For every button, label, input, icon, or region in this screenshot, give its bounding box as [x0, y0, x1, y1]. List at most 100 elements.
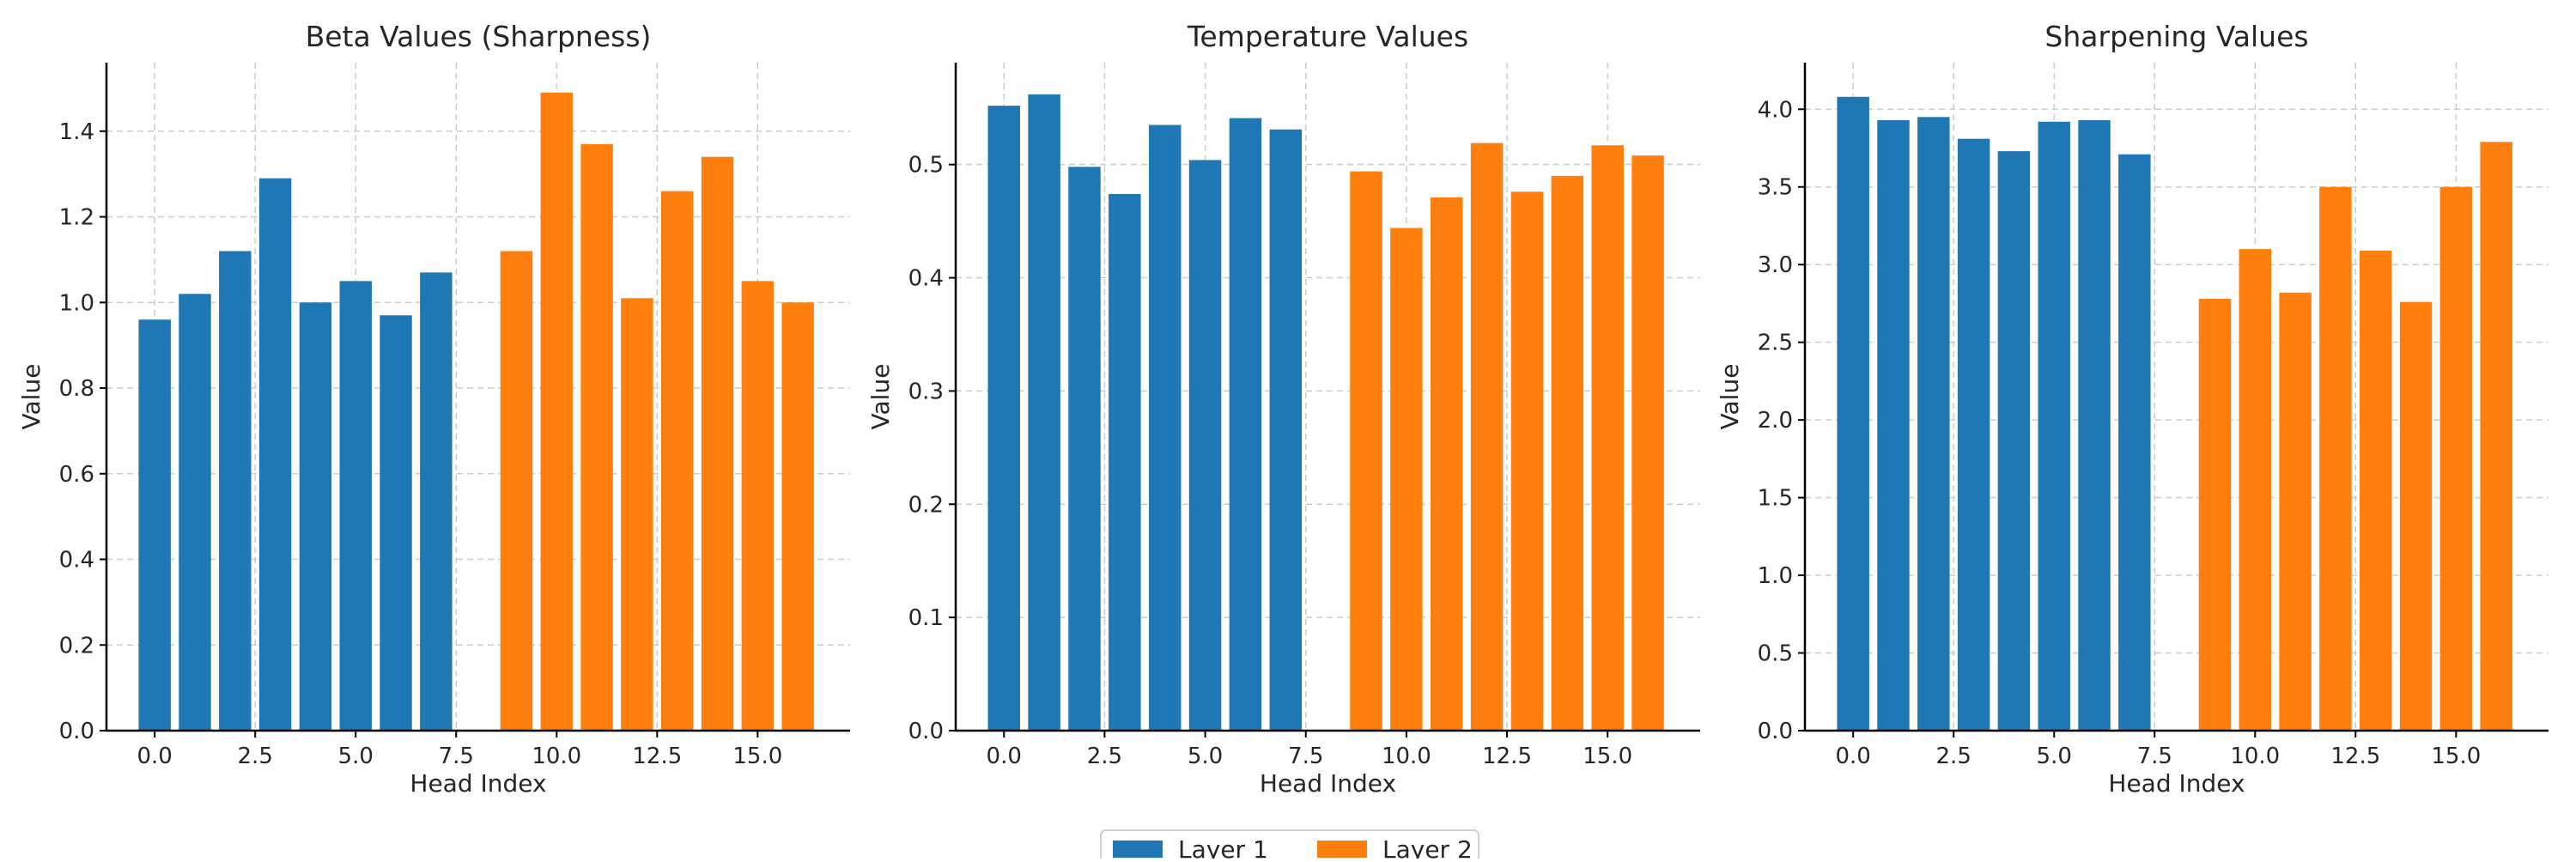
y-tick-label: 3.0 [1758, 252, 1793, 278]
bar-layer-1 [1269, 129, 1303, 731]
bar-layer-1 [1997, 151, 2031, 731]
bar-layer-1 [179, 294, 211, 731]
bar-layer-2 [2399, 301, 2433, 731]
x-tick-label: 10.0 [2230, 744, 2280, 769]
x-tick-label: 7.5 [2137, 744, 2172, 769]
y-tick-label: 4.0 [1758, 97, 1793, 123]
bar-layer-2 [2279, 292, 2312, 731]
bar-layer-1 [258, 178, 292, 731]
x-axis-label: Head Index [410, 769, 546, 798]
y-tick-label: 0.4 [59, 548, 94, 574]
x-tick-label: 7.5 [439, 744, 474, 769]
bar-layer-1 [2078, 119, 2111, 731]
bar-layer-1 [1068, 167, 1101, 731]
bar-layer-1 [380, 315, 412, 731]
y-axis-label: Value [1716, 364, 1744, 430]
bar-layer-2 [540, 92, 574, 731]
bar-layer-2 [1591, 145, 1624, 731]
y-tick-label: 0.0 [1758, 719, 1793, 744]
legend-swatch-layer-2 [1317, 841, 1367, 858]
y-tick-label: 0.5 [908, 153, 944, 179]
y-tick-label: 2.0 [1758, 408, 1793, 434]
y-tick-label: 0.0 [908, 719, 944, 744]
bar-layer-1 [1109, 193, 1141, 731]
bar-layer-1 [987, 106, 1020, 731]
chart-panel-3: 0.0 2.5 5.0 7.5 10.0 12.5 15.0 0.0 0.5 1.0 1.5 2.0 2… [1716, 20, 2549, 798]
bar-layer-1 [1957, 138, 1990, 731]
bar-layer-2 [2198, 299, 2232, 731]
x-tick-label: 2.5 [238, 744, 273, 769]
y-tick-label: 0.2 [908, 492, 944, 518]
y-tick-label: 0.4 [908, 266, 944, 292]
y-tick-label: 0.0 [59, 719, 94, 744]
bar-layer-2 [621, 298, 653, 731]
x-axis-label: Head Index [1260, 769, 1396, 798]
y-tick-label: 3.5 [1758, 175, 1793, 201]
bar-layer-2 [2239, 249, 2272, 731]
x-tick-label: 0.0 [987, 744, 1022, 769]
bar-layer-1 [1028, 94, 1060, 731]
bar-layer-2 [2480, 142, 2512, 731]
bar-layer-2 [1390, 228, 1423, 731]
bar-layer-2 [1631, 155, 1664, 731]
bar-layer-1 [1877, 119, 1910, 731]
x-tick-label: 10.0 [1382, 744, 1431, 769]
y-tick-label: 0.2 [59, 633, 94, 659]
bar-layer-2 [781, 302, 814, 731]
x-axis-label: Head Index [2108, 769, 2245, 798]
y-tick-label: 0.8 [59, 376, 94, 402]
bar-layer-2 [500, 251, 533, 731]
y-tick-label: 1.5 [1758, 486, 1793, 512]
chart-title: Temperature Values [1187, 20, 1468, 53]
y-tick-label: 0.5 [1758, 641, 1793, 667]
legend-label-layer-1: Layer 1 [1178, 835, 1268, 859]
legend: Layer 1 Layer 2 [1100, 829, 1479, 862]
x-tick-label: 15.0 [2431, 744, 2481, 769]
x-tick-label: 0.0 [137, 744, 172, 769]
bar-layer-2 [2359, 250, 2392, 731]
x-tick-label: 10.0 [532, 744, 581, 769]
x-tick-label: 7.5 [1288, 744, 1323, 769]
bar-layer-1 [299, 302, 332, 731]
bar-layer-2 [1470, 143, 1504, 731]
x-tick-label: 5.0 [2037, 744, 2072, 769]
x-tick-label: 5.0 [1188, 744, 1223, 769]
x-tick-label: 15.0 [732, 744, 782, 769]
bar-layer-2 [2319, 186, 2352, 731]
bar-layer-2 [1350, 171, 1382, 731]
bar-layer-2 [580, 143, 613, 731]
y-tick-label: 0.3 [908, 379, 944, 404]
bar-layer-1 [2118, 154, 2151, 731]
y-tick-label: 0.6 [59, 462, 94, 488]
bar-layer-1 [1188, 160, 1222, 731]
x-tick-label: 12.5 [2330, 744, 2380, 769]
bar-layer-1 [1917, 117, 1950, 731]
bar-layer-1 [2038, 121, 2070, 731]
chart-panel-1: 0.0 2.5 5.0 7.5 10.0 12.5 15.0 0.0 0.2 0.4 0.6 0.8 1… [17, 20, 850, 798]
bar-layer-2 [1551, 175, 1584, 731]
bar-layer-1 [339, 281, 372, 731]
bar-layer-1 [1837, 96, 1869, 731]
x-tick-label: 0.0 [1835, 744, 1870, 769]
x-tick-label: 2.5 [1936, 744, 1971, 769]
bar-layer-2 [2439, 186, 2473, 731]
chart-title: Beta Values (Sharpness) [306, 20, 652, 53]
x-tick-label: 2.5 [1087, 744, 1122, 769]
x-tick-label: 12.5 [632, 744, 682, 769]
bar-layer-1 [1229, 118, 1262, 731]
y-tick-label: 2.5 [1758, 331, 1793, 356]
y-tick-label: 1.4 [59, 119, 94, 145]
y-axis-label: Value [866, 364, 895, 430]
bar-layer-2 [1431, 197, 1463, 731]
bar-layer-2 [701, 156, 734, 731]
bar-layer-1 [420, 272, 453, 731]
y-tick-label: 1.0 [1758, 563, 1793, 589]
chart-panel-2: 0.0 2.5 5.0 7.5 10.0 12.5 15.0 0.0 0.1 0.2 0.3 0.4 0… [866, 20, 1700, 798]
x-tick-label: 15.0 [1583, 744, 1632, 769]
bar-layer-1 [219, 251, 252, 731]
x-tick-label: 12.5 [1482, 744, 1532, 769]
y-tick-label: 1.2 [59, 205, 94, 231]
x-tick-label: 5.0 [338, 744, 374, 769]
